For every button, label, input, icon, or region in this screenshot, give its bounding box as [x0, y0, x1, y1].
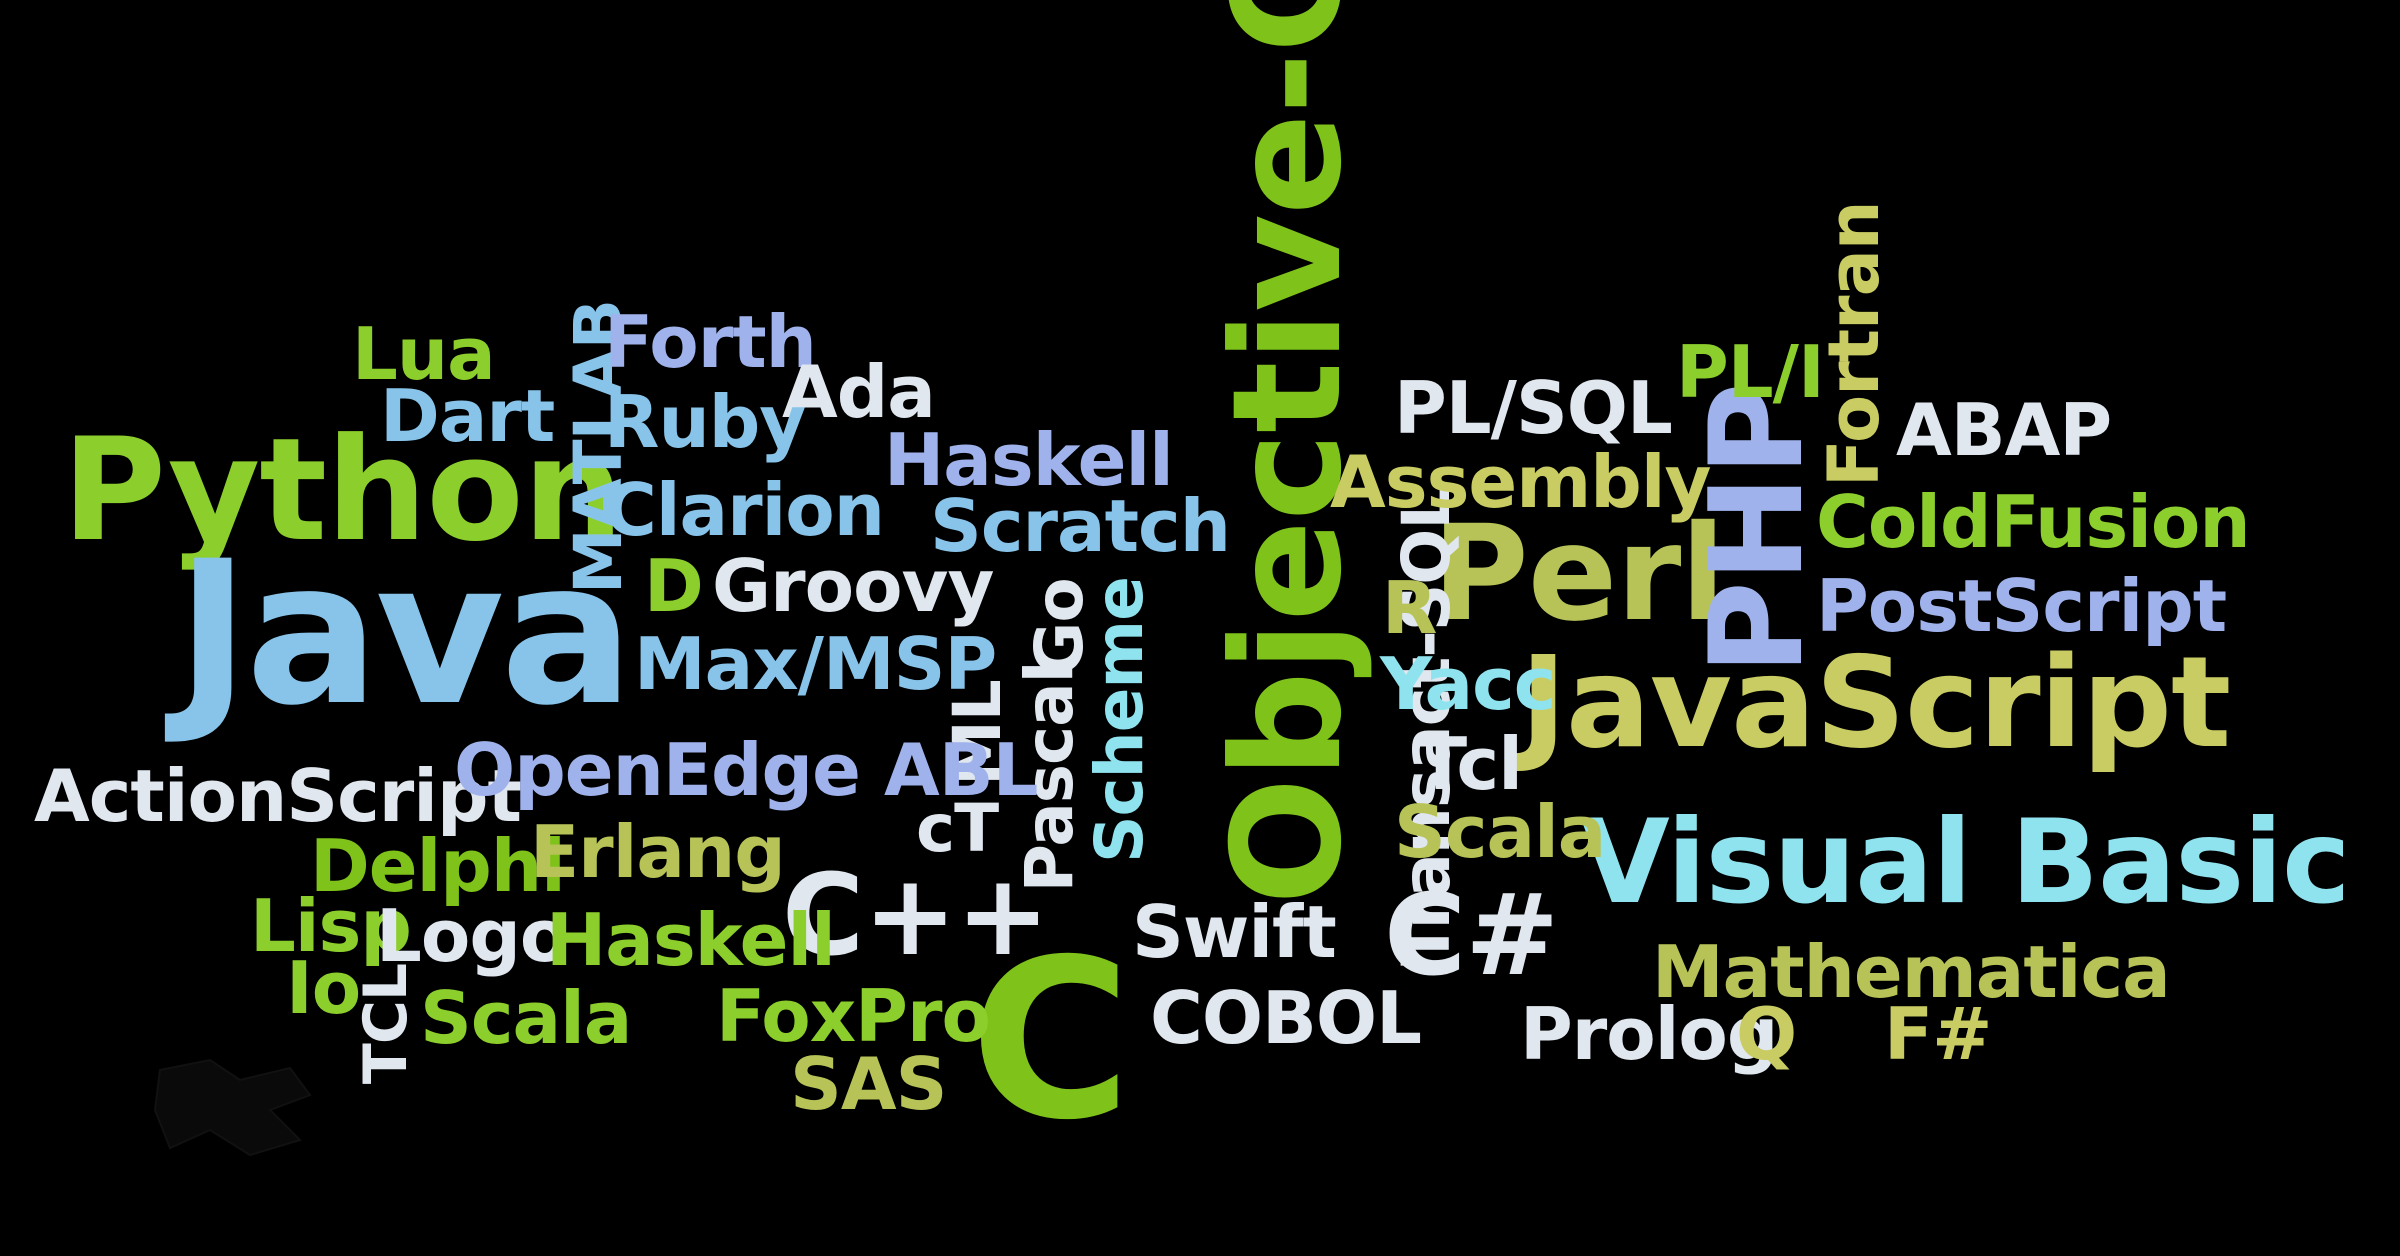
- word-java: Java: [176, 518, 634, 749]
- word-c: C: [970, 912, 1131, 1168]
- dark-mark-graphic: [153, 1058, 312, 1157]
- word-d: D: [644, 544, 704, 628]
- word-tcl-upper: TCL: [351, 963, 421, 1085]
- word-actionscript: ActionScript: [34, 754, 522, 838]
- word-yacc: Yacc: [1380, 642, 1556, 726]
- word-perl: Perl: [1432, 497, 1726, 651]
- word-forth: Forth: [604, 300, 817, 384]
- word-io: Io: [286, 946, 361, 1030]
- word-dart: Dart: [380, 374, 555, 458]
- word-clarion: Clarion: [604, 468, 885, 552]
- word-scratch: Scratch: [930, 484, 1231, 568]
- word-assembly: Assembly: [1330, 440, 1711, 524]
- word-mathematica: Mathematica: [1652, 930, 2171, 1014]
- word-coldfusion: ColdFusion: [1816, 480, 2251, 564]
- word-ada: Ada: [782, 350, 936, 434]
- word-logo: Logo: [376, 894, 569, 978]
- word-abap: ABAP: [1896, 388, 2112, 472]
- word-scala-right: Scala: [1394, 790, 1606, 874]
- word-erlang: Erlang: [530, 810, 786, 894]
- word-python: Python: [62, 408, 624, 573]
- word-pl-i: PL/I: [1676, 330, 1825, 414]
- word-foxpro: FoxPro: [716, 974, 991, 1058]
- word-groovy: Groovy: [712, 544, 994, 628]
- word-javascript: JavaScript: [1520, 629, 2231, 776]
- word-delphi: Delphi: [310, 824, 566, 908]
- word-sas: SAS: [790, 1042, 947, 1126]
- word-scheme: Scheme: [1081, 577, 1158, 863]
- word-csharp: C#: [1384, 871, 1559, 1001]
- word-max-msp: Max/MSP: [634, 622, 997, 706]
- word-fortran: Fortran: [1813, 201, 1895, 487]
- word-cobol: COBOL: [1150, 976, 1422, 1060]
- word-ruby: Ruby: [604, 380, 806, 464]
- word-ct: cT: [916, 790, 999, 867]
- word-q: Q: [1736, 992, 1797, 1076]
- word-scala-left: Scala: [420, 976, 632, 1060]
- word-haskell-top: Haskell: [884, 418, 1174, 502]
- word-r: R: [1382, 566, 1437, 650]
- word-lua: Lua: [352, 312, 496, 396]
- word-prolog: Prolog: [1520, 992, 1778, 1076]
- word-haskell-bottom: Haskell: [546, 898, 836, 982]
- word-visual-basic: Visual Basic: [1580, 795, 2351, 930]
- word-tcl: Tcl: [1418, 722, 1523, 806]
- word-swift: Swift: [1132, 890, 1337, 974]
- word-pl-sql: PL/SQL: [1394, 366, 1673, 450]
- word-postscript: PostScript: [1816, 564, 2227, 648]
- word-openedge-abl: OpenEdge ABL: [454, 728, 1038, 812]
- word-fsharp: F#: [1884, 992, 1993, 1076]
- word-cpp: C++: [782, 851, 1050, 981]
- word-lisp: Lisp: [250, 884, 412, 968]
